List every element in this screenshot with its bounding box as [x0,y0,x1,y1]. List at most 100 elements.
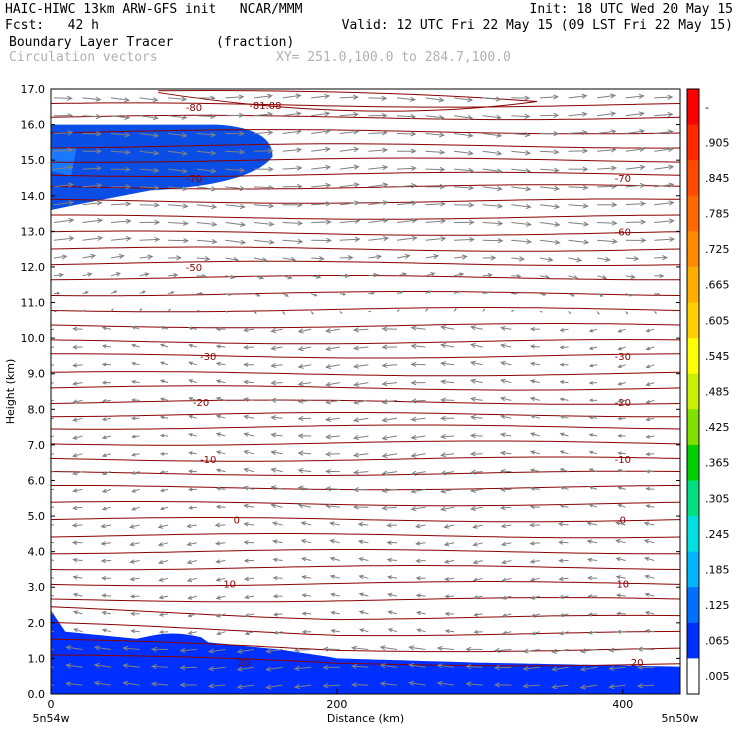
wind-vector [168,150,188,156]
x-axis-title: Distance (km) [327,712,404,725]
contour-label: -60 [615,227,631,238]
wind-vector [386,540,398,545]
wind-vector [617,399,626,403]
y-tick-label: 9.0 [28,368,46,381]
wind-vector [53,164,74,171]
wind-vector [51,577,55,579]
wind-vector [654,129,674,135]
wind-vector [51,630,55,633]
wind-vector [339,273,350,279]
colorbar-segment [687,551,699,588]
wind-vector [440,397,455,403]
wind-vector [110,114,131,120]
wind-vector [159,397,169,402]
wind-vector [645,434,655,439]
wind-vector [351,663,369,670]
wind-vector [625,255,640,262]
wind-vector [396,131,417,137]
wind-vector [72,417,83,422]
colorbar-segment [687,338,699,375]
wind-vector [587,594,598,599]
y-tick-label: 6.0 [28,474,46,487]
wind-vector [499,468,512,474]
wind-vector [244,613,255,618]
wind-vector [410,380,426,386]
wind-vector [644,574,655,579]
wind-vector [473,612,483,617]
wind-vector [381,452,398,459]
wind-vector [72,488,83,493]
wind-vector [645,469,655,474]
wind-vector [482,150,503,156]
wind-vector [243,379,255,385]
wind-vector [501,613,512,618]
wind-vector [253,239,275,245]
contour-label: -30 [615,352,631,363]
wind-vector [53,291,61,295]
wind-vector [339,182,360,188]
contour-label: -20 [193,398,209,409]
wind-vector [129,541,140,547]
wind-vector [352,469,369,475]
wind-vector [558,594,569,600]
wind-vector [253,93,274,99]
y-tick-label: 5.0 [28,510,46,523]
wind-vector [159,433,169,438]
temperature-contour-line [51,638,680,653]
wind-vector [469,505,483,512]
wind-vector [253,275,265,280]
wind-vector [72,557,83,563]
wind-vector [101,471,112,476]
wind-vector [469,360,483,366]
wind-vector [215,504,226,509]
wind-vector [645,504,655,509]
colorbar-label: .905 [705,136,730,149]
wind-vector [82,148,103,154]
wind-vector [368,310,372,313]
wind-vector [72,453,83,458]
wind-vector [410,398,426,404]
wind-vector [440,433,455,440]
wind-vector [597,238,618,245]
wind-vector [415,541,426,546]
temperature-contour-line [51,198,680,204]
wind-vector [225,310,229,313]
wind-vector [82,96,102,102]
wind-vector [482,114,502,120]
wind-vector [415,576,426,581]
wind-vector [352,487,369,493]
wind-vector [301,575,312,580]
colorbar-segment [687,373,699,410]
wind-vector [440,470,455,476]
temperature-contour-line [51,606,680,621]
temperature-contour-line [51,214,680,220]
wind-vector [311,256,325,262]
wind-vector [396,183,418,189]
wind-vector [196,168,217,174]
x-tick-label: 0 [48,698,55,711]
wind-vector [379,681,398,687]
wind-vector [625,164,646,171]
wind-vector [339,94,359,100]
wind-vector [293,665,312,672]
wind-vector [270,449,283,456]
wind-vector [243,540,255,545]
temperature-contour-line [51,533,680,539]
wind-vector [188,379,197,384]
wind-vector [297,398,312,404]
wind-vector [440,361,455,367]
wind-vector [368,217,389,224]
coldest-contour [158,90,538,112]
wind-vector [654,94,674,100]
wind-vector [539,185,561,192]
x-start-location-label: 5n54w [33,712,70,725]
wind-vector [654,164,675,170]
wind-vector [499,325,512,331]
wind-vector [101,506,112,511]
wind-vector [568,184,589,191]
wind-vector [339,292,347,296]
wind-vector [131,434,140,439]
plot-frame [50,88,681,695]
wind-vector [243,467,255,473]
wind-vector [358,574,369,580]
